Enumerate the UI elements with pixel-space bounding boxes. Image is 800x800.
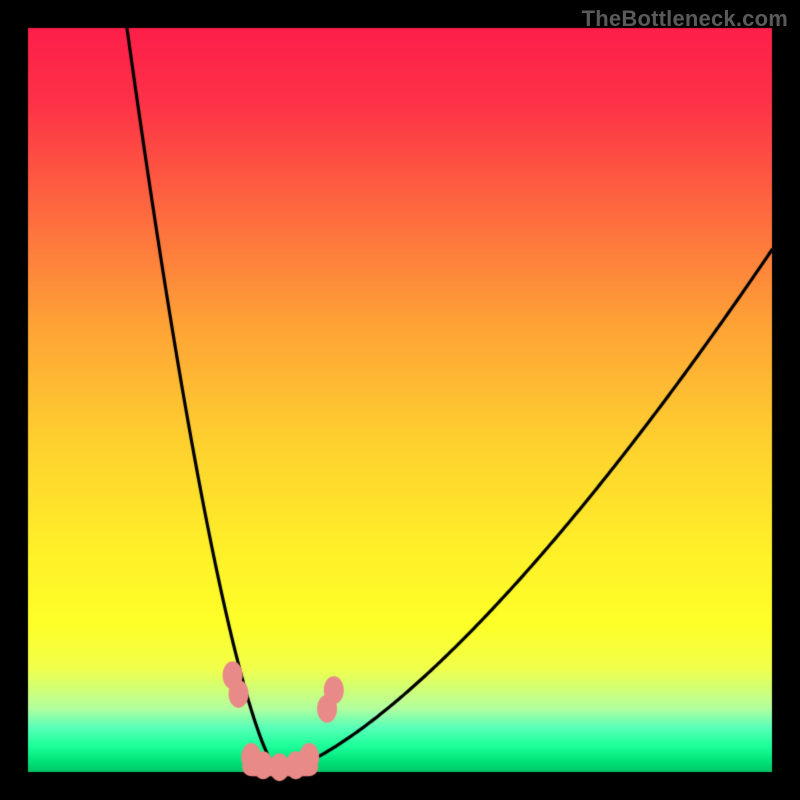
- watermark-label: TheBottleneck.com: [582, 6, 788, 32]
- bottleneck-curve-chart: [0, 0, 800, 800]
- chart-root: TheBottleneck.com: [0, 0, 800, 800]
